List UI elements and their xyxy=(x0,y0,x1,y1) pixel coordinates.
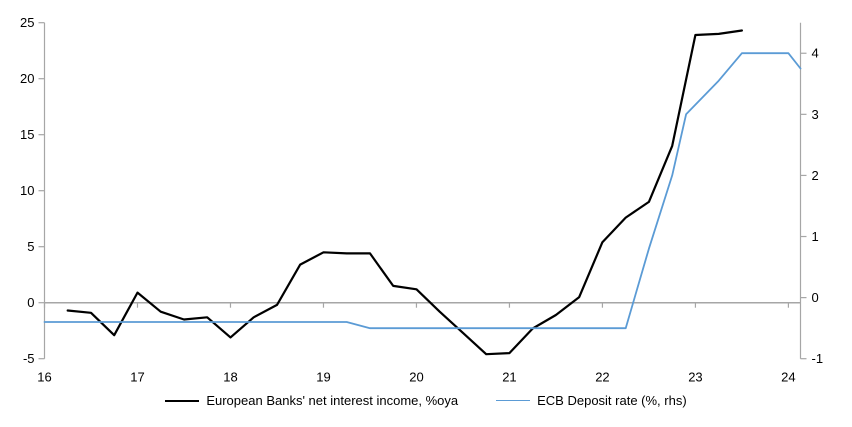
net-interest-income-legend-label: European Banks' net interest income, %oy… xyxy=(206,393,459,408)
x-axis-label: 20 xyxy=(409,370,423,385)
x-axis-label: 16 xyxy=(37,370,51,385)
x-axis-label: 19 xyxy=(316,370,330,385)
chart-legend: European Banks' net interest income, %oy… xyxy=(0,393,852,408)
left-axis-label: 20 xyxy=(20,71,34,86)
left-axis-label: 10 xyxy=(20,183,34,198)
right-axis-label: 2 xyxy=(812,168,819,183)
ecb-deposit-rate-series-line xyxy=(43,52,802,330)
right-axis-label: -1 xyxy=(812,351,824,366)
x-axis-label: 24 xyxy=(781,370,795,385)
x-axis-label: 21 xyxy=(502,370,516,385)
left-axis-label: -5 xyxy=(23,351,35,366)
net-interest-income-line-swatch xyxy=(165,399,200,402)
legend-item-ecb-deposit-rate: ECB Deposit rate (%, rhs) xyxy=(496,393,687,408)
left-axis-label: 5 xyxy=(27,239,34,254)
right-axis-label: 4 xyxy=(812,46,819,61)
right-axis-label: 3 xyxy=(812,107,819,122)
x-axis-label: 23 xyxy=(688,370,702,385)
european-banks-nii-series-line xyxy=(66,29,744,356)
left-axis-label: 0 xyxy=(27,295,34,310)
x-axis-label: 18 xyxy=(223,370,237,385)
left-axis-label: 25 xyxy=(20,15,34,30)
right-axis-label: 1 xyxy=(812,229,819,244)
x-axis-label: 17 xyxy=(130,370,144,385)
left-axis-label: 15 xyxy=(20,127,34,142)
legend-item-net-interest-income: European Banks' net interest income, %oy… xyxy=(165,393,458,408)
ecb-deposit-rate-line-swatch xyxy=(496,400,531,401)
ecb-deposit-rate-legend-label: ECB Deposit rate (%, rhs) xyxy=(537,393,687,408)
x-axis-label: 22 xyxy=(595,370,609,385)
right-axis-label: 0 xyxy=(812,290,819,305)
